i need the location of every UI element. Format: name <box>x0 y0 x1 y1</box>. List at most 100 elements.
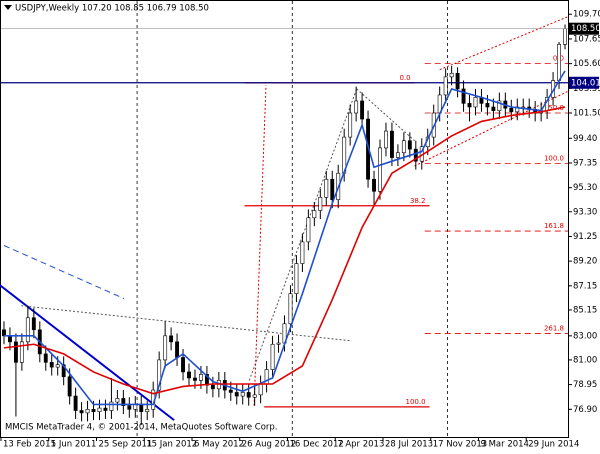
x-tick-label: 5 Jun 2011 <box>51 440 97 450</box>
y-tick-label: 99.40 <box>573 134 597 144</box>
candle-body <box>372 178 376 192</box>
x-tick-label: 16 Dec 2012 <box>289 440 343 450</box>
x-tick-label: 26 Aug 2012 <box>242 440 296 450</box>
y-tick-label: 103.55 <box>573 84 600 94</box>
candle-body <box>175 341 180 358</box>
candle-body <box>413 148 418 162</box>
trendline <box>414 90 569 167</box>
y-tick-label: 81.00 <box>573 355 597 365</box>
candle-body <box>139 404 144 413</box>
y-tick-label: 78.95 <box>573 380 597 390</box>
x-tick-label: 29 Jun 2014 <box>528 440 579 450</box>
candle-body <box>318 197 323 211</box>
candle-body <box>306 217 311 243</box>
fib-label: 261.8 <box>544 324 564 332</box>
x-tick-label: 6 May 2012 <box>194 440 244 450</box>
y-tick-label: 89.20 <box>573 257 597 267</box>
candle-body <box>97 407 102 413</box>
trendline <box>21 305 350 342</box>
price-label: 104.01 <box>571 78 600 88</box>
fib-label: 0.0 <box>399 74 410 82</box>
candle-body <box>354 100 359 114</box>
candle-body <box>384 130 388 149</box>
chart-title: USDJPY,Weekly 107.20 108.85 106.79 108.5… <box>15 4 209 14</box>
price-label: 108.50 <box>571 24 600 34</box>
candle-body <box>378 147 382 192</box>
candle-body <box>19 341 24 363</box>
x-tick-label: 25 Sep 2011 <box>98 440 152 450</box>
candle-body <box>389 130 394 158</box>
candle-body <box>246 392 251 398</box>
candle-body <box>115 398 120 403</box>
candle-body <box>509 107 514 113</box>
y-tick-label: 107.65 <box>573 34 600 44</box>
candle-body <box>348 112 353 138</box>
moving-average <box>3 106 566 395</box>
candle-body <box>121 398 126 406</box>
y-tick-label: 85.15 <box>573 305 597 315</box>
candle-body <box>455 72 460 90</box>
candle-body <box>61 364 66 378</box>
candle-body <box>270 343 275 370</box>
candle-body <box>443 76 448 96</box>
candle-body <box>461 88 466 104</box>
price-label-box <box>569 22 599 35</box>
candle-body <box>2 329 6 337</box>
x-tick-label: 13 Feb 2011 <box>3 440 56 450</box>
y-tick-label: 76.90 <box>573 405 597 415</box>
x-tick-label: 28 Jul 2013 <box>385 440 433 450</box>
candle-body <box>300 241 305 264</box>
y-tick-label: 109.70 <box>573 10 600 20</box>
candle-body <box>49 362 54 368</box>
y-tick-label: 91.25 <box>573 232 597 242</box>
candle-body <box>210 384 215 390</box>
candle-body <box>169 335 174 343</box>
candle-body <box>228 389 233 393</box>
candle-body <box>55 364 60 368</box>
candle-body <box>467 103 472 108</box>
trendline <box>253 85 267 406</box>
title-icon <box>4 5 12 10</box>
candle-body <box>25 317 30 343</box>
candle-body <box>8 335 12 343</box>
candle-body <box>109 401 114 411</box>
candle-body <box>557 44 561 81</box>
candle-body <box>193 377 197 381</box>
y-tick-label: 83.00 <box>573 331 597 341</box>
footer: MMCIS MetaTrader 4, © 2001-2014, MetaQuo… <box>5 423 278 433</box>
candle-body <box>276 342 281 345</box>
y-tick-label: 95.30 <box>573 183 597 193</box>
fib-label: 100.0 <box>544 155 564 163</box>
candle-body <box>491 106 496 111</box>
candle-body <box>73 395 78 411</box>
candle-body <box>312 210 317 219</box>
candle-body <box>31 317 36 331</box>
candle-body <box>91 408 96 413</box>
x-tick-label: 15 Jan 2012 <box>146 440 197 450</box>
fib-label: 38.2 <box>410 197 426 205</box>
candle-body <box>395 152 400 158</box>
candle-body <box>163 335 168 361</box>
candle-body <box>85 408 90 414</box>
y-tick-label: 87.15 <box>573 281 597 291</box>
plot-frame <box>0 0 569 438</box>
candle-body <box>485 103 490 108</box>
moving-average <box>3 70 566 406</box>
candle-body <box>497 100 502 111</box>
candle-body <box>330 178 335 201</box>
x-tick-label: 7 Apr 2013 <box>337 440 384 450</box>
candle-body <box>294 263 299 294</box>
candle-body <box>401 140 406 154</box>
candle-body <box>324 178 329 198</box>
y-tick-label: 97.35 <box>573 158 597 168</box>
fib-label: 161.8 <box>544 222 564 230</box>
candle-body <box>563 28 567 45</box>
candle-body <box>103 407 108 411</box>
candle-body <box>449 72 454 78</box>
candle-body <box>43 353 48 363</box>
trendline <box>3 245 125 299</box>
x-tick-label: 17 Nov 2013 <box>433 440 487 450</box>
